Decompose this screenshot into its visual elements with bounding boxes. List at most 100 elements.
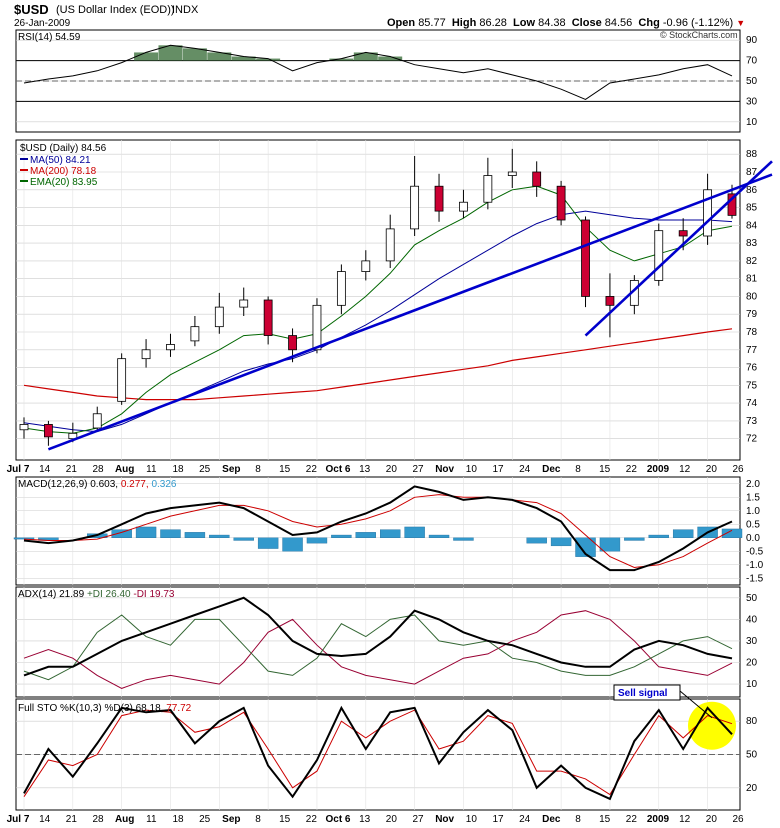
x-axis-bottom-tick-label: Dec <box>542 814 561 825</box>
sto-k-line <box>23 705 733 801</box>
x-axis-bottom-tick-label: 24 <box>519 814 531 825</box>
macd-title-signal: 0.277, <box>121 479 152 490</box>
low-value: 84.38 <box>538 17 566 29</box>
candle-body <box>459 201 468 212</box>
macd-histogram-bar <box>648 534 669 538</box>
symbol-text: $USD <box>14 2 49 17</box>
plus-di-value: +DI 26.40 <box>87 589 133 600</box>
macd-title-value: 0.603, <box>90 479 121 490</box>
candle-body <box>483 175 493 203</box>
candle-body <box>703 189 712 237</box>
x-axis-bottom-tick-label: Sep <box>222 814 240 825</box>
x-axis-tick-label: Oct 6 <box>325 464 350 475</box>
macd-histogram-bar <box>257 537 279 549</box>
x-axis-tick-label: 18 <box>172 464 184 475</box>
x-axis-bottom-tick-label: 15 <box>279 814 291 825</box>
candle-body <box>361 260 371 272</box>
watermark: © StockCharts.com <box>660 30 738 40</box>
x-axis-bottom-tick-label: 26 <box>732 814 744 825</box>
x-axis-bottom-tick-label: Oct 6 <box>325 814 350 825</box>
macd-histogram-bar <box>624 537 645 541</box>
macd-histogram-bar <box>404 526 425 538</box>
x-axis-tick-label: 20 <box>706 464 718 475</box>
x-axis-tick-label: 8 <box>255 464 261 475</box>
price-tick-label: 77 <box>746 345 758 356</box>
rsi-overbought-fill <box>207 52 232 61</box>
macd-title: MACD(12,26,9) 0.603, 0.277, 0.326 <box>18 479 177 490</box>
candle-body <box>385 228 395 262</box>
x-axis-bottom-tick-label: 20 <box>386 814 398 825</box>
rsi-overbought-fill <box>329 58 354 61</box>
candle-body <box>166 344 175 351</box>
x-axis-bottom-tick-label: 15 <box>599 814 611 825</box>
macd-tick-label: 0.5 <box>746 519 760 530</box>
candle-body <box>288 335 297 351</box>
close-label: Close <box>571 17 602 29</box>
rsi-overbought-fill <box>134 52 159 61</box>
x-axis-tick-label: 27 <box>412 464 424 475</box>
x-axis-bottom-tick-label: 27 <box>412 814 424 825</box>
rsi-overbought-fill <box>231 56 256 61</box>
adx-tick-label: 20 <box>746 657 758 668</box>
price-tick-label: 85 <box>746 203 758 214</box>
price-tick-label: 83 <box>746 238 758 249</box>
ma50-legend: MA(50) 84.21 <box>30 155 91 166</box>
open-label: Open <box>387 17 416 29</box>
x-axis-tick-label: Aug <box>115 464 134 475</box>
candle-body <box>410 185 420 230</box>
macd-tick-label: -1.5 <box>746 573 764 584</box>
macd-histogram-bar <box>282 537 303 552</box>
candle-body <box>214 306 224 328</box>
macd-histogram-bar <box>209 534 230 538</box>
minus-di-line <box>23 610 733 689</box>
x-axis-tick-label: 12 <box>679 464 691 475</box>
candle-body <box>581 219 590 297</box>
chg-label: Chg <box>638 17 660 29</box>
macd-line <box>23 485 733 572</box>
sto-tick-label: 50 <box>746 750 758 761</box>
x-axis-bottom-tick-label: Jul 7 <box>7 814 30 825</box>
macd-histogram-bar <box>428 534 450 538</box>
x-axis-tick-label: 11 <box>146 464 157 475</box>
x-axis-tick-label: 2009 <box>647 464 670 475</box>
down-triangle-icon: ▼ <box>736 18 746 28</box>
rsi-tick-label: 70 <box>746 56 758 67</box>
price-tick-label: 86 <box>746 185 758 196</box>
rsi-overbought-fill <box>182 48 207 61</box>
macd-signal-line <box>23 494 733 569</box>
sto-d-line <box>23 709 733 797</box>
macd-tick-label: 0.0 <box>746 533 760 544</box>
x-axis-tick-label: 10 <box>466 464 478 475</box>
high-value: 86.28 <box>479 17 507 29</box>
macd-histogram-bar <box>526 537 547 544</box>
macd-histogram-bar <box>721 528 743 538</box>
x-axis-bottom-tick-label: 10 <box>466 814 478 825</box>
rsi-overbought-fill <box>158 45 183 61</box>
x-axis-bottom-tick-label: 11 <box>146 814 157 825</box>
price-tick-label: 78 <box>746 327 758 338</box>
x-axis-tick-label: Jul 7 <box>7 464 30 475</box>
candle-body <box>190 326 200 342</box>
adx-tick-label: 10 <box>746 679 758 690</box>
sell-signal-highlight <box>688 701 736 750</box>
low-label: Low <box>513 17 536 29</box>
date-label: 26-Jan-2009 <box>14 18 71 29</box>
x-axis-tick-label: 20 <box>386 464 398 475</box>
x-axis-tick-label: 13 <box>359 464 371 475</box>
macd-title-name: MACD(12,26,9) <box>18 479 90 490</box>
x-axis-tick-label: 15 <box>279 464 291 475</box>
x-axis-bottom-tick-label: 12 <box>679 814 691 825</box>
macd-tick-label: 2.0 <box>746 479 760 490</box>
x-axis-bottom-tick-label: 18 <box>172 814 184 825</box>
candle-body <box>68 432 78 440</box>
ema20-legend: EMA(20) 83.95 <box>30 177 98 188</box>
price-tick-label: 84 <box>746 220 758 231</box>
ma200-line <box>23 328 733 401</box>
macd-histogram-bar <box>355 532 376 538</box>
plus-di-line <box>23 614 733 681</box>
price-tick-label: 80 <box>746 291 758 302</box>
macd-histogram-bar <box>331 534 352 538</box>
x-axis-bottom-tick-label: 14 <box>39 814 51 825</box>
x-axis-tick-label: 25 <box>199 464 211 475</box>
high-label: High <box>451 17 477 29</box>
